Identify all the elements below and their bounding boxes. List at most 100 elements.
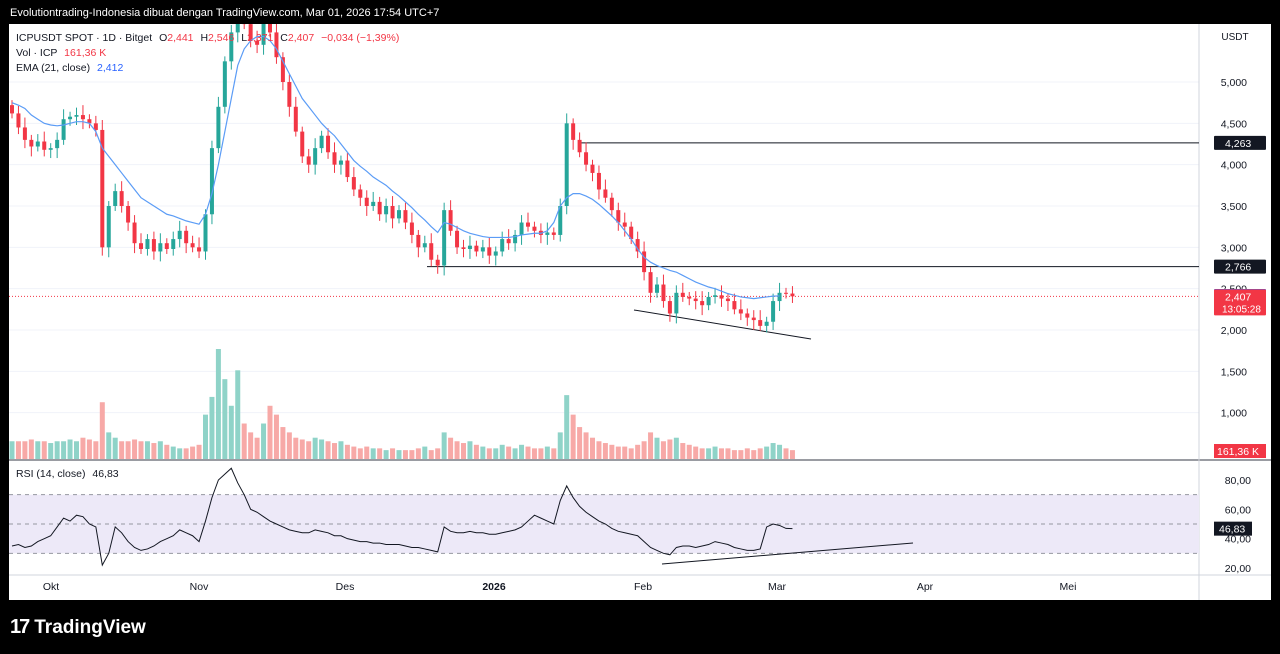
volume-axis-label: 161,36 K bbox=[1217, 446, 1259, 458]
volume-bar bbox=[383, 450, 389, 459]
candle-body bbox=[371, 201, 376, 206]
volume-bar bbox=[164, 444, 170, 459]
volume-bar bbox=[390, 448, 396, 459]
rsi-axis-label: 46,83 bbox=[1219, 524, 1245, 536]
rsi-axis-tick: 40,00 bbox=[1225, 534, 1251, 546]
chart-attribution: Evolutiontrading-Indonesia dibuat dengan… bbox=[10, 7, 440, 19]
candle-body bbox=[545, 232, 550, 235]
volume-bar bbox=[441, 432, 447, 459]
volume-bar bbox=[648, 432, 654, 459]
rsi-axis-label-box bbox=[1214, 521, 1252, 536]
volume-bar bbox=[744, 448, 750, 459]
price-chart[interactable]: USDT5,0004,5004,0003,5003,0002,5002,0001… bbox=[9, 24, 1271, 600]
candle-body bbox=[126, 206, 131, 223]
candle-body bbox=[358, 189, 363, 198]
tradingview-logo-text: TradingView bbox=[34, 616, 146, 638]
volume-bar bbox=[319, 439, 325, 459]
volume-bar bbox=[248, 432, 254, 459]
candle-body bbox=[461, 247, 466, 249]
candle-body bbox=[377, 201, 382, 215]
close-value: 2,407 bbox=[287, 32, 315, 44]
volume-bar bbox=[422, 446, 428, 459]
price-trend-line bbox=[633, 309, 812, 340]
high-value: 2,546 bbox=[208, 32, 235, 44]
volume-bar bbox=[519, 444, 525, 459]
price-axis-tick: 1,500 bbox=[1221, 366, 1247, 378]
candle-body bbox=[700, 301, 705, 306]
open-label: O bbox=[159, 32, 168, 44]
candle-body bbox=[609, 197, 614, 211]
volume-bar bbox=[538, 448, 544, 459]
volume-bar bbox=[370, 448, 376, 459]
volume-bar bbox=[15, 441, 21, 459]
candle-body bbox=[693, 298, 698, 302]
countdown-label: 13:05:28 bbox=[1222, 304, 1261, 315]
ema-line bbox=[11, 35, 780, 300]
volume-bar bbox=[757, 448, 763, 459]
candle-body bbox=[113, 191, 118, 206]
candle-body bbox=[87, 119, 92, 124]
candle-body bbox=[203, 214, 208, 252]
volume-bar bbox=[622, 446, 628, 459]
volume-bar bbox=[132, 439, 138, 459]
candle-body bbox=[22, 127, 27, 140]
volume-bar bbox=[480, 446, 486, 459]
volume-bar bbox=[402, 450, 408, 459]
tradingview-logo: 17 TradingView bbox=[10, 616, 146, 639]
candle-body bbox=[603, 189, 608, 198]
price-axis-label-box bbox=[1214, 289, 1266, 316]
time-axis-tick: Nov bbox=[190, 581, 209, 593]
volume-bar bbox=[170, 446, 176, 459]
volume-bar bbox=[731, 450, 737, 459]
candle-body bbox=[300, 131, 305, 157]
volume-bar bbox=[583, 432, 589, 459]
candle-body bbox=[416, 234, 421, 248]
volume-bar bbox=[777, 444, 783, 459]
volume-bar bbox=[357, 448, 363, 459]
volume-bar bbox=[673, 437, 679, 459]
candle-body bbox=[93, 123, 98, 130]
volume-bar bbox=[435, 448, 441, 459]
price-axis-tick: 2,000 bbox=[1221, 325, 1247, 337]
volume-bar bbox=[35, 441, 41, 459]
candle-body bbox=[280, 57, 285, 82]
volume-bar bbox=[493, 448, 499, 459]
candle-body bbox=[287, 82, 292, 107]
volume-bar bbox=[364, 446, 370, 459]
candle-body bbox=[235, 24, 240, 33]
candle-body bbox=[29, 139, 34, 147]
candle-body bbox=[306, 156, 311, 165]
candle-body bbox=[674, 292, 679, 314]
candle-body bbox=[784, 292, 788, 294]
candle-body bbox=[577, 139, 582, 153]
candle-body bbox=[442, 210, 447, 266]
candle-body bbox=[667, 301, 672, 314]
low-label: L bbox=[241, 32, 248, 44]
candle-body bbox=[655, 284, 659, 293]
volume-bar bbox=[61, 441, 67, 459]
candle-body bbox=[184, 230, 189, 244]
candle-body bbox=[42, 141, 47, 150]
price-axis-label: 2,407 bbox=[1225, 291, 1251, 303]
candle-body bbox=[435, 259, 440, 266]
price-axis-label-box bbox=[1214, 259, 1266, 274]
volume-bar bbox=[67, 439, 73, 459]
volume-bar bbox=[783, 448, 789, 459]
volume-bar bbox=[280, 427, 286, 459]
candle-body bbox=[132, 222, 137, 244]
rsi-axis-tick: 20,00 bbox=[1225, 563, 1251, 575]
volume-bar bbox=[74, 441, 79, 459]
chart-frame[interactable]: USDT5,0004,5004,0003,5003,0002,5002,0001… bbox=[9, 24, 1271, 600]
volume-bar bbox=[80, 437, 86, 459]
candle-body bbox=[648, 272, 653, 293]
candle-body bbox=[338, 160, 343, 165]
candle-body bbox=[771, 301, 776, 322]
volume-bar bbox=[712, 446, 718, 459]
candle-body bbox=[738, 309, 743, 314]
low-value: 2,371 bbox=[247, 32, 274, 44]
volume-bar bbox=[338, 441, 344, 459]
volume-bar bbox=[261, 423, 267, 459]
volume-bar bbox=[564, 395, 570, 459]
candle-body bbox=[229, 32, 234, 62]
volume-bar bbox=[183, 448, 189, 459]
